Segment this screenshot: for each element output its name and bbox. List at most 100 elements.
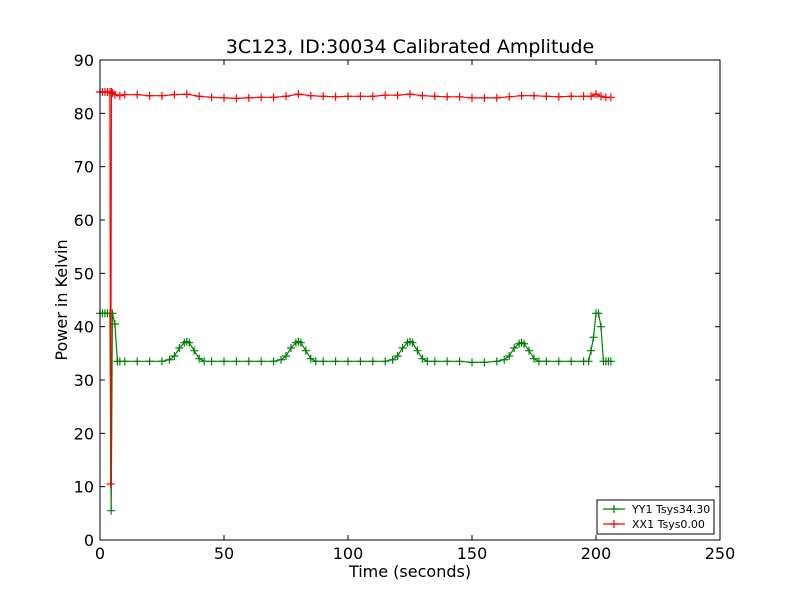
data-point	[443, 92, 452, 101]
data-point	[306, 91, 315, 100]
data-point	[133, 90, 142, 99]
data-point	[579, 92, 588, 101]
data-point	[455, 357, 464, 366]
series-layer	[96, 88, 615, 515]
data-point	[158, 357, 166, 366]
data-point	[269, 357, 278, 366]
x-tick-label: 250	[705, 544, 736, 563]
data-point	[596, 92, 605, 101]
legend-marker	[610, 520, 618, 528]
data-point	[170, 90, 179, 99]
legend-entry: YY1 Tsys34.30	[603, 503, 710, 516]
y-tick-label: 90	[74, 51, 94, 70]
data-point	[344, 92, 352, 101]
data-point	[301, 346, 310, 355]
legend: YY1 Tsys34.30 XX1 Tsys0.00	[596, 499, 715, 535]
data-point	[534, 357, 543, 366]
data-point	[455, 92, 464, 101]
legend-label: XX1 Tsys0.00	[632, 518, 705, 531]
data-point	[145, 357, 154, 366]
data-point	[170, 352, 179, 360]
data-point	[381, 91, 390, 100]
data-point	[594, 309, 603, 318]
data-point	[554, 357, 563, 366]
data-point	[182, 90, 191, 99]
data-point	[520, 339, 529, 348]
data-point	[286, 344, 295, 352]
data-point	[120, 90, 129, 99]
data-point	[277, 355, 286, 364]
data-point	[393, 352, 402, 360]
data-point	[567, 92, 576, 101]
x-tick-label: 100	[333, 544, 364, 563]
data-point	[244, 93, 253, 102]
data-point	[107, 506, 116, 515]
data-point	[294, 90, 303, 99]
data-point	[311, 357, 320, 366]
y-tick-label: 20	[74, 424, 94, 443]
data-point	[468, 358, 476, 367]
data-point	[505, 92, 514, 101]
data-point	[406, 90, 414, 99]
data-point	[185, 338, 194, 347]
data-point	[190, 346, 199, 355]
y-tick-label: 80	[74, 104, 94, 123]
data-point	[145, 91, 154, 100]
y-tick-label: 60	[74, 211, 94, 230]
data-point	[257, 357, 266, 366]
data-point	[542, 357, 551, 366]
data-point	[606, 93, 615, 102]
data-point	[319, 92, 328, 101]
data-point	[257, 93, 266, 102]
data-point	[110, 90, 119, 99]
legend-label: YY1 Tsys34.30	[631, 503, 710, 516]
data-point	[381, 357, 390, 366]
data-point	[106, 480, 115, 488]
x-axis-label: Time (seconds)	[348, 562, 471, 581]
data-point	[344, 357, 352, 366]
data-point	[296, 338, 305, 347]
ticks-layer: 0 50 100 150 200 250 0 10 20 30 40 50 60 70 80 90	[74, 51, 736, 563]
data-point	[418, 91, 427, 100]
y-tick-label: 70	[74, 158, 94, 177]
data-point	[388, 355, 397, 364]
data-point	[500, 355, 509, 364]
data-point	[133, 357, 142, 366]
data-point	[492, 93, 501, 102]
y-tick-label: 40	[74, 318, 94, 337]
data-point	[596, 322, 605, 331]
data-point	[530, 91, 538, 100]
x-tick-label: 50	[214, 544, 234, 563]
data-point	[423, 357, 432, 366]
data-point	[418, 354, 427, 363]
y-tick-label: 30	[74, 371, 94, 390]
data-point	[110, 320, 119, 328]
data-point	[430, 357, 439, 366]
data-point	[530, 354, 538, 363]
series-1	[96, 88, 615, 488]
data-point	[282, 352, 290, 360]
data-point	[606, 357, 615, 366]
data-point	[368, 357, 377, 366]
x-tick-label: 0	[95, 544, 105, 563]
data-point	[207, 93, 216, 102]
data-point	[356, 92, 365, 101]
data-point	[165, 355, 174, 364]
y-tick-label: 10	[74, 478, 94, 497]
data-point	[517, 91, 526, 100]
data-point	[413, 346, 422, 355]
data-point	[207, 357, 216, 366]
data-point	[115, 91, 124, 100]
legend-box	[596, 499, 715, 535]
data-point	[443, 357, 452, 366]
y-tick-label: 0	[84, 531, 94, 550]
data-point	[525, 346, 534, 355]
data-point	[331, 92, 340, 101]
data-point	[195, 92, 204, 101]
data-point	[356, 357, 365, 366]
data-point	[468, 93, 476, 102]
data-point	[589, 333, 598, 342]
legend-marker	[610, 505, 618, 513]
data-point	[584, 357, 593, 366]
data-point	[430, 92, 439, 101]
